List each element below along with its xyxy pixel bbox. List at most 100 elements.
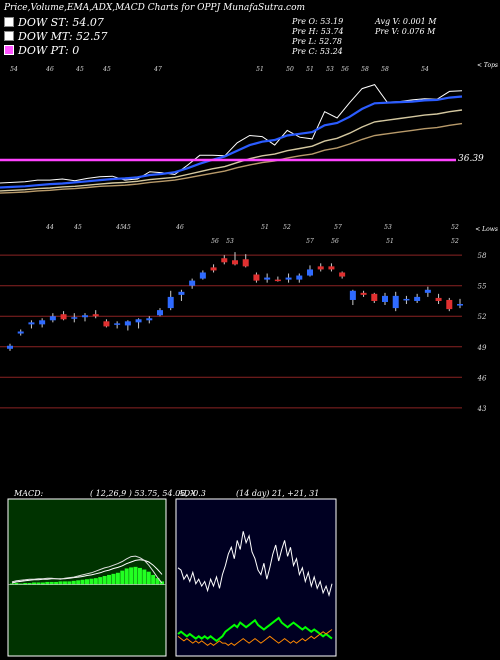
macd-hist-bar bbox=[102, 576, 107, 585]
pre-high: Pre H: 53.74 bbox=[292, 27, 344, 36]
candle-body bbox=[435, 297, 442, 301]
ema-price-label: 36.39 bbox=[458, 154, 484, 164]
macd-hist-bar bbox=[124, 568, 129, 585]
price-top-label: 51 bbox=[386, 238, 394, 245]
macd-hist-bar bbox=[85, 579, 89, 585]
candle-body bbox=[210, 267, 217, 271]
macd-panel-bg bbox=[7, 498, 167, 657]
ema-series-line bbox=[0, 122, 463, 194]
candle-body bbox=[17, 331, 24, 334]
candle-body bbox=[60, 314, 67, 320]
adx-panel-bg bbox=[175, 498, 337, 657]
candle-body bbox=[392, 295, 399, 309]
candle-body bbox=[71, 317, 78, 319]
candle-body bbox=[178, 291, 185, 295]
candle-body bbox=[39, 320, 46, 325]
candle-body bbox=[82, 315, 88, 318]
macd-hist-bar bbox=[133, 566, 138, 585]
adx-label: ADX bbox=[178, 489, 196, 498]
candle-body bbox=[146, 318, 153, 321]
ema-top-label: 58 bbox=[381, 66, 389, 73]
candle-body bbox=[457, 304, 463, 306]
candle-body bbox=[114, 323, 121, 325]
macd-hist-bar bbox=[40, 582, 45, 585]
candle-body bbox=[424, 289, 431, 293]
candle-body bbox=[274, 279, 281, 282]
candle-body bbox=[371, 293, 378, 301]
ema-top-label: 54 bbox=[421, 66, 429, 73]
candle-body bbox=[339, 272, 346, 277]
candle-body bbox=[232, 260, 238, 265]
price-top-label: 53 bbox=[226, 238, 234, 245]
macd-hist-bar bbox=[67, 581, 72, 585]
macd-line bbox=[11, 555, 163, 584]
price-tick-label: 52 bbox=[478, 313, 487, 321]
macd-hist-bar bbox=[49, 581, 54, 585]
ema-bottom-label: 51 bbox=[261, 224, 269, 231]
ema-bottom-label: 45 bbox=[115, 224, 124, 231]
macd-label: MACD: bbox=[14, 489, 44, 498]
price-tick-label: 58 bbox=[478, 252, 487, 260]
ema-top-label: 56 bbox=[341, 66, 349, 73]
candle-body bbox=[307, 269, 313, 276]
macd-hist-bar bbox=[137, 567, 142, 585]
ema-top-label: 50 bbox=[286, 66, 294, 73]
ema-bottom-label: 52 bbox=[451, 224, 459, 231]
dow-mt-legend: DOW MT: 52.57 bbox=[4, 30, 108, 43]
dow-st-label: DOW ST: 54.07 bbox=[18, 16, 104, 29]
ema-top-label: 54 bbox=[10, 66, 18, 73]
candle-body bbox=[446, 299, 453, 310]
macd-hist-bar bbox=[27, 583, 32, 585]
macd-hist-bar bbox=[62, 581, 67, 585]
macd-hist-bar bbox=[10, 583, 14, 585]
macd-hist-bar bbox=[107, 574, 112, 585]
price-top-label: 56 bbox=[211, 238, 219, 245]
candle-body bbox=[328, 266, 335, 270]
ema-bottom-label: 52 bbox=[283, 224, 291, 231]
dow-pt-label: DOW PT: 0 bbox=[18, 44, 80, 57]
pre-volume: Pre V: 0.076 M bbox=[375, 27, 436, 36]
adx-params: (14 day) 21, +21, 31 bbox=[236, 489, 320, 498]
macd-hist-bar bbox=[54, 581, 59, 585]
ema-bottom-label: 44 bbox=[45, 224, 54, 231]
price-tick-label: 49 bbox=[477, 344, 487, 352]
ema-top-label: 58 bbox=[361, 66, 369, 73]
dow-mt-swatch bbox=[4, 31, 14, 41]
macd-hist-bar bbox=[23, 583, 28, 585]
pre-low: Pre L: 52.78 bbox=[292, 37, 342, 46]
candle-body bbox=[124, 321, 131, 326]
ema-top-label: 51 bbox=[306, 66, 314, 73]
macd-hist-bar bbox=[36, 582, 41, 585]
macd-hist-bar bbox=[151, 574, 156, 585]
macd-params: ( 12,26,9 ) 53.75, 54.05, -0.3 bbox=[90, 489, 206, 498]
candle-body bbox=[403, 298, 410, 301]
ema-series-line bbox=[0, 84, 463, 184]
macd-hist-bar bbox=[93, 578, 98, 585]
pre-open: Pre O: 53.19 bbox=[292, 17, 344, 26]
avg-volume: Avg V: 0.001 M bbox=[375, 17, 437, 26]
dow-st-swatch bbox=[4, 17, 14, 27]
chart-title: Price,Volume,EMA,ADX,MACD Charts for OPP… bbox=[4, 3, 306, 13]
macd-hist-bar bbox=[111, 573, 116, 585]
dow-pt-swatch bbox=[4, 45, 14, 55]
price-top-label: 52 bbox=[451, 238, 459, 245]
dow-mt-label: DOW MT: 52.57 bbox=[18, 30, 108, 43]
ema-bottom-label: 45 bbox=[73, 224, 82, 231]
candle-body bbox=[317, 266, 324, 270]
macd-hist-bar bbox=[98, 577, 103, 585]
price-tick-label: 46 bbox=[477, 374, 487, 382]
macd-hist-bar bbox=[76, 580, 81, 585]
candle-body bbox=[28, 322, 35, 325]
ema-top-label: 47 bbox=[153, 66, 162, 73]
candle-body bbox=[221, 258, 228, 263]
macd-hist-bar bbox=[45, 581, 50, 585]
candle-body bbox=[296, 275, 303, 280]
macd-hist-bar bbox=[142, 569, 147, 585]
macd-hist-bar bbox=[115, 572, 120, 585]
ema-bottom-label: 46 bbox=[175, 224, 184, 231]
macd-signal-line bbox=[11, 559, 163, 584]
candle-body bbox=[414, 296, 421, 301]
candle-body bbox=[157, 310, 163, 316]
macd-hist-bar bbox=[155, 578, 160, 585]
